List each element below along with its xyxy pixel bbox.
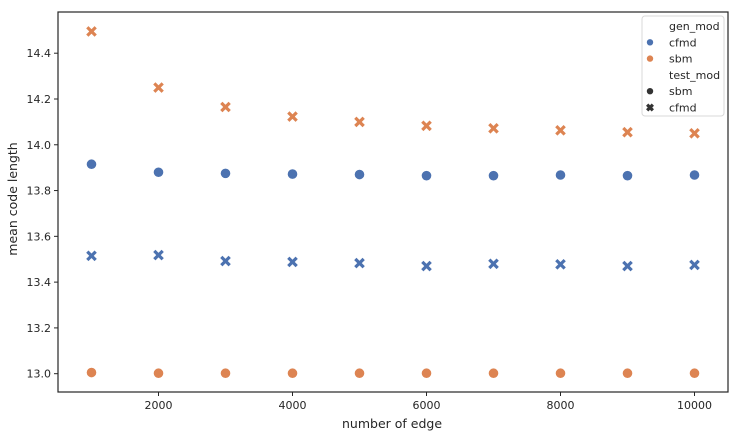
y-tick-label: 13.4 [27,276,52,289]
data-point-x-cfmd [421,260,432,272]
legend-label-test-sbm: sbm [669,85,692,98]
data-point-x-sbm [86,26,97,37]
data-point-circle-cfmd [688,169,701,181]
data-point-circle-sbm [353,367,366,379]
y-tick-label: 14.0 [27,139,52,152]
data-point-circle-cfmd [286,168,299,180]
data-point-circle-cfmd [85,158,98,170]
data-point-circle-cfmd [420,170,433,182]
x-tick-label: 6000 [413,399,441,412]
data-point-circle-sbm [85,366,98,379]
legend-label-gen-sbm: sbm [669,53,692,66]
data-point-circle-cfmd [621,170,634,182]
data-point-circle-cfmd [353,168,366,181]
plot-area [57,11,729,393]
data-point-x-cfmd [354,257,365,269]
y-axis-label: mean code length [5,142,20,255]
x-tick-label: 4000 [279,399,307,412]
legend-marker-test-sbm [646,87,655,96]
data-point-circle-sbm [286,367,299,379]
data-point-circle-cfmd [219,167,232,179]
x-tick-label: 10000 [677,399,712,412]
legend-title-test-mod: test_mod [669,69,720,82]
data-point-x-sbm [354,116,365,128]
y-tick-label: 14.2 [27,93,52,106]
data-point-circle-sbm [487,367,500,379]
data-point-circle-sbm [219,367,232,379]
x-axis-label: number of edge [342,416,442,431]
y-tick-label: 13.0 [27,368,52,381]
legend-marker-cfmd [646,38,655,47]
data-point-circle-cfmd [554,169,567,181]
data-point-circle-sbm [621,367,634,379]
data-point-x-sbm [220,101,231,113]
legend-label-test-cfmd: cfmd [669,102,697,115]
x-axis-ticks: 2000 4000 6000 8000 10000 [145,392,712,412]
data-point-circle-sbm [554,367,567,379]
data-point-x-sbm [153,82,164,93]
data-point-circle-cfmd [487,170,500,182]
data-point-circle-sbm [152,367,165,379]
x-tick-label: 2000 [145,399,173,412]
y-tick-label: 14.4 [27,47,52,60]
data-point-circle-sbm [420,367,433,379]
legend-title-gen-mod: gen_mod [669,20,720,33]
data-point-x-sbm [287,111,298,122]
data-point-x-cfmd [555,258,566,270]
data-point-x-cfmd [622,260,633,272]
data-points [85,26,701,379]
data-point-circle-cfmd [152,166,165,178]
y-tick-label: 13.8 [27,185,52,198]
data-point-x-sbm [488,122,499,134]
legend-label-gen-cfmd: cfmd [669,36,697,49]
data-point-x-sbm [555,125,566,136]
plot-frame [57,11,729,393]
legend-marker-test-cfmd [646,103,654,112]
data-point-x-cfmd [689,259,700,271]
data-point-x-cfmd [153,249,164,261]
data-point-x-sbm [622,126,633,138]
y-tick-label: 13.2 [27,322,52,335]
data-point-x-cfmd [220,255,231,267]
data-point-circle-sbm [688,367,701,379]
x-tick-label: 8000 [547,399,575,412]
data-point-x-cfmd [488,258,499,270]
data-point-x-sbm [689,128,700,139]
data-point-x-sbm [421,120,432,132]
data-point-x-cfmd [287,256,298,268]
y-tick-label: 13.6 [27,230,52,243]
legend-marker-sbm [646,54,655,63]
y-axis-ticks: 13.0 13.2 13.4 13.6 13.8 14.0 14.2 14.4 [27,47,58,381]
data-point-x-cfmd [86,250,97,262]
legend-frame [641,15,725,117]
